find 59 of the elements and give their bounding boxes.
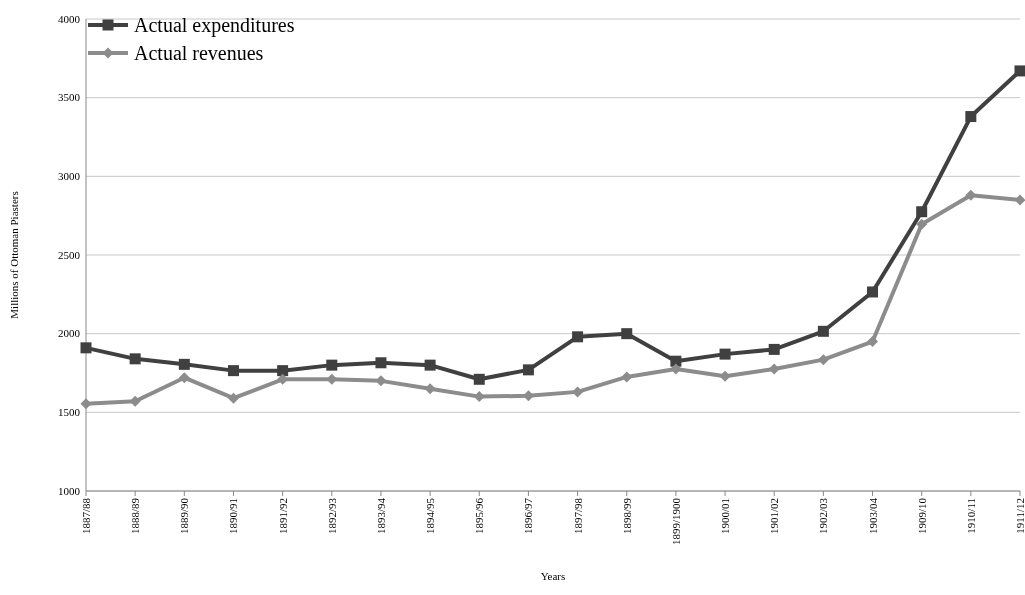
point bbox=[277, 365, 289, 377]
x-axis-title: Years bbox=[540, 570, 566, 582]
point bbox=[621, 328, 633, 340]
point bbox=[670, 363, 682, 375]
legend-label: Actual expenditures bbox=[134, 14, 295, 37]
point bbox=[965, 111, 977, 123]
point bbox=[227, 365, 239, 377]
point bbox=[916, 218, 928, 230]
point bbox=[768, 343, 780, 355]
point bbox=[1014, 194, 1025, 206]
point bbox=[817, 325, 829, 337]
legend-label: Actual revenues bbox=[134, 42, 264, 64]
point bbox=[227, 392, 239, 404]
x-tick-label: 1893/94 bbox=[374, 497, 387, 535]
point bbox=[522, 364, 534, 376]
point bbox=[178, 372, 190, 384]
x-tick-label: 1889/90 bbox=[178, 497, 191, 535]
x-tick-label: 1902/03 bbox=[817, 497, 830, 535]
point bbox=[572, 386, 584, 398]
x-tick-label: 1892/93 bbox=[325, 497, 338, 535]
y-tick-label: 3000 bbox=[58, 169, 81, 182]
x-tick-label: 1887/88 bbox=[80, 497, 92, 535]
x-tick-label: 1890/91 bbox=[227, 498, 240, 535]
point bbox=[129, 353, 141, 365]
x-tick-label: 1896/97 bbox=[522, 497, 535, 535]
point bbox=[375, 357, 387, 369]
y-tick-label: 1000 bbox=[58, 484, 81, 497]
x-tick-label: 1888/89 bbox=[129, 497, 142, 535]
point bbox=[719, 370, 731, 382]
y-tick-label: 4000 bbox=[58, 12, 81, 25]
point bbox=[1014, 65, 1025, 77]
x-tick-label: 1898/99 bbox=[620, 497, 633, 535]
point bbox=[326, 359, 338, 371]
point bbox=[178, 358, 190, 370]
point bbox=[473, 373, 485, 385]
y-tick-label: 2500 bbox=[58, 248, 81, 261]
x-tick-label: 1891/92 bbox=[276, 498, 289, 535]
x-tick-label: 1901/02 bbox=[768, 498, 781, 535]
x-tick-label: 1895/96 bbox=[473, 497, 486, 535]
x-tick-label: 1899/1900 bbox=[669, 497, 682, 546]
x-tick-label: 1900/01 bbox=[719, 498, 732, 535]
point bbox=[572, 331, 584, 343]
point bbox=[916, 206, 928, 218]
y-axis-title: Millions of Ottoman Piasters bbox=[8, 191, 20, 319]
y-tick-label: 2000 bbox=[58, 327, 81, 340]
point bbox=[867, 286, 879, 298]
point bbox=[80, 342, 92, 354]
x-tick-label: 1903/04 bbox=[866, 497, 879, 535]
point bbox=[670, 355, 682, 367]
x-tick-label: 1911/12 bbox=[1014, 498, 1025, 534]
y-tick-label: 3500 bbox=[58, 91, 81, 104]
x-tick-label: 1894/95 bbox=[424, 497, 437, 535]
x-tick-label: 1910/11 bbox=[964, 498, 977, 534]
point bbox=[867, 336, 879, 348]
point bbox=[719, 348, 731, 360]
point bbox=[424, 359, 436, 371]
y-tick-label: 1500 bbox=[58, 405, 81, 418]
x-tick-label: 1897/98 bbox=[571, 497, 584, 535]
x-tick-label: 1909/10 bbox=[915, 497, 928, 535]
